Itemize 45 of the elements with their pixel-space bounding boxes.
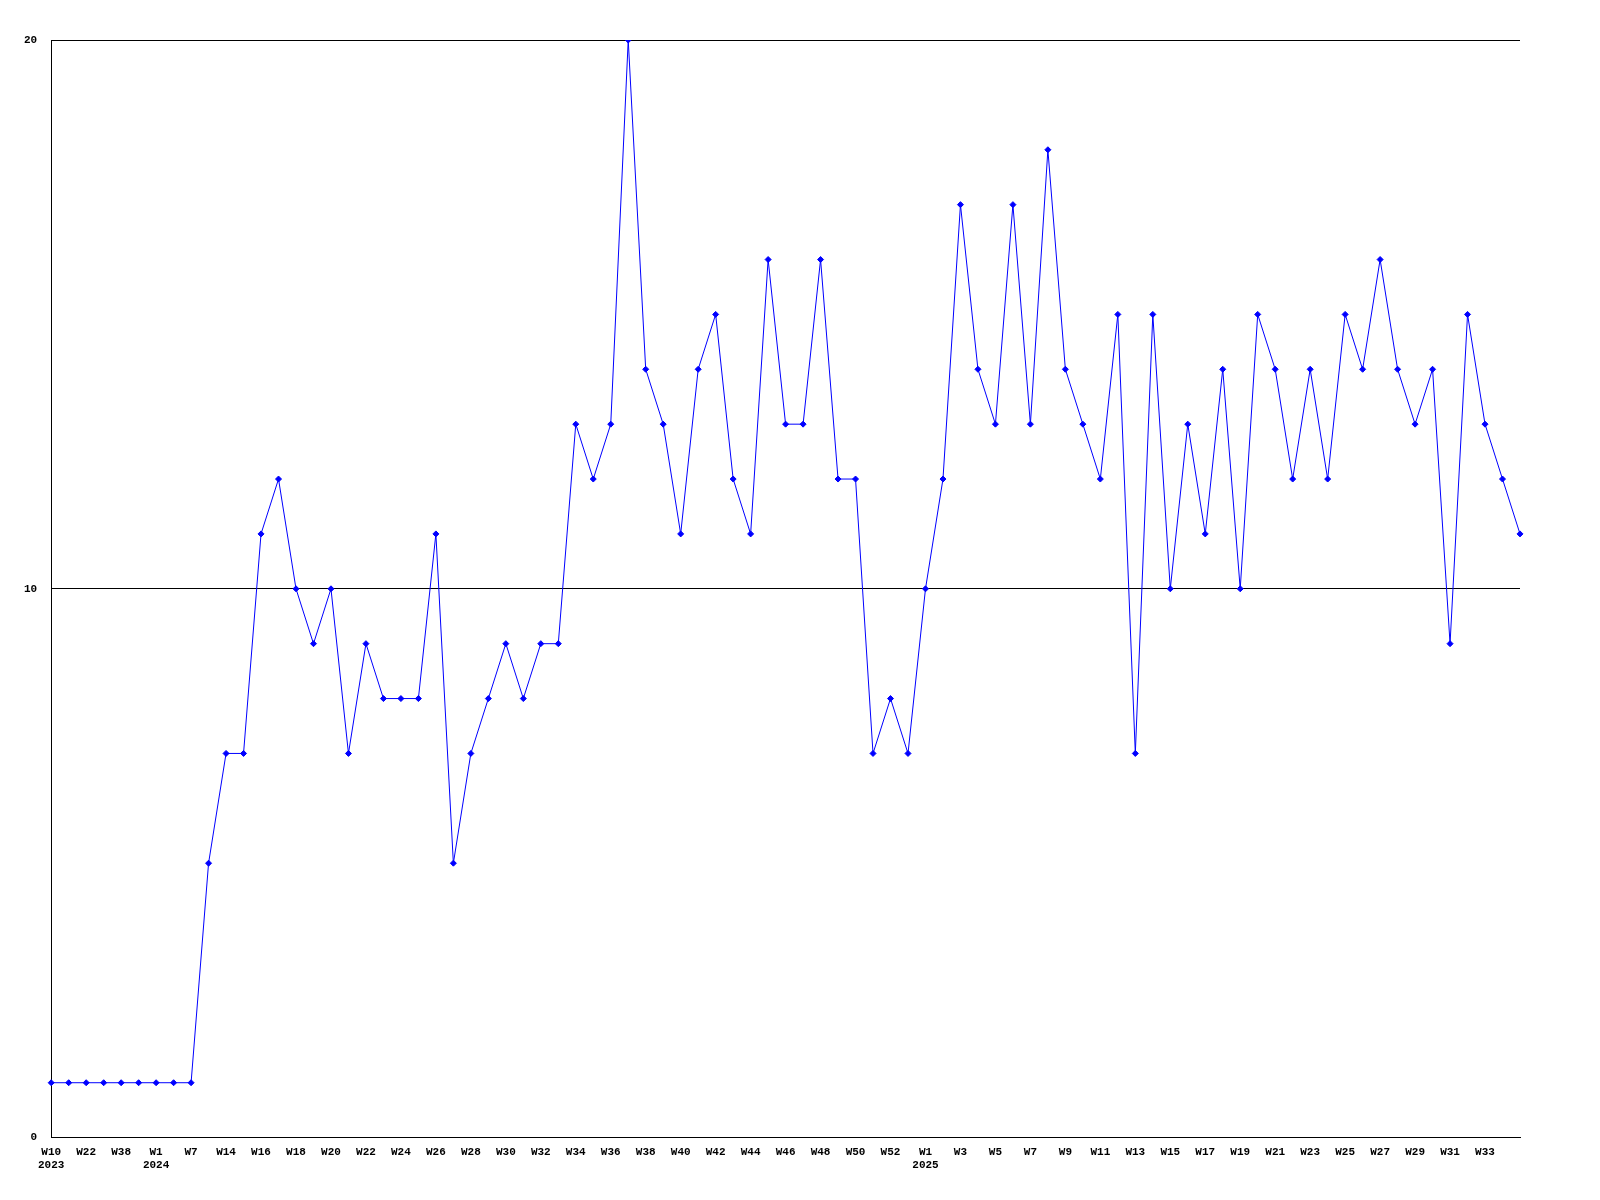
x-tick-label: W7 xyxy=(1023,1145,1037,1158)
x-tick-label: W27 xyxy=(1370,1145,1391,1158)
x-tick-label: W32 xyxy=(530,1145,551,1158)
x-tick-label: W14 xyxy=(216,1145,237,1158)
x-tick-label: W22 xyxy=(356,1145,376,1158)
x-tick-label: W33 xyxy=(1475,1145,1496,1158)
x-tick-label: W5 xyxy=(988,1145,1003,1158)
x-tick-label: W7 xyxy=(184,1145,198,1158)
x-tick-label: W19 xyxy=(1230,1145,1251,1158)
x-tick-label: W21 xyxy=(1265,1145,1286,1158)
x-tick-label: W20 xyxy=(321,1145,341,1158)
x-tick-label: W46 xyxy=(775,1145,796,1158)
x-tick-label: W25 xyxy=(1335,1145,1356,1158)
x-tick-label: W29 xyxy=(1405,1145,1425,1158)
x-tick-label: W31 xyxy=(1440,1145,1461,1158)
x-tick-label: W48 xyxy=(810,1145,831,1158)
x-tick-label: W28 xyxy=(460,1145,482,1158)
x-tick-label: W36 xyxy=(600,1145,621,1158)
x-tick-label: W15 xyxy=(1160,1145,1181,1158)
x-tick-label: W30 xyxy=(495,1145,516,1158)
y-tick-label: 20 xyxy=(24,33,38,46)
y-tick-label: 10 xyxy=(24,582,38,595)
x-tick-label: W34 xyxy=(565,1145,587,1158)
x-tick-label: W1 2025 xyxy=(912,1145,940,1172)
x-tick-label: W24 xyxy=(391,1145,412,1158)
x-tick-label: W18 xyxy=(286,1145,307,1158)
x-tick-label: W38 xyxy=(635,1145,657,1158)
x-tick-label: W44 xyxy=(740,1145,761,1158)
x-tick-label: W9 xyxy=(1058,1145,1072,1158)
y-tick-label: 0 xyxy=(30,1131,38,1144)
x-tick-label: W17 xyxy=(1195,1145,1216,1158)
x-tick-label: W52 xyxy=(880,1145,901,1158)
x-tick-label: W3 xyxy=(953,1145,968,1158)
x-tick-label: W16 xyxy=(251,1145,271,1158)
x-tick-label: W26 xyxy=(425,1145,446,1158)
x-tick-label: W50 xyxy=(845,1145,866,1158)
x-tick-label: W42 xyxy=(705,1145,726,1158)
x-tick-label: W11 xyxy=(1090,1145,1111,1158)
x-tick-label: W40 xyxy=(670,1145,691,1158)
x-tick-label: W13 xyxy=(1125,1145,1146,1158)
x-tick-label: W10 2023 xyxy=(38,1145,65,1172)
x-tick-label: W23 xyxy=(1300,1145,1321,1158)
x-tick-label: W22 xyxy=(76,1145,97,1158)
x-tick-label: W1 2024 xyxy=(142,1145,170,1172)
x-tick-label: W38 xyxy=(111,1145,132,1158)
